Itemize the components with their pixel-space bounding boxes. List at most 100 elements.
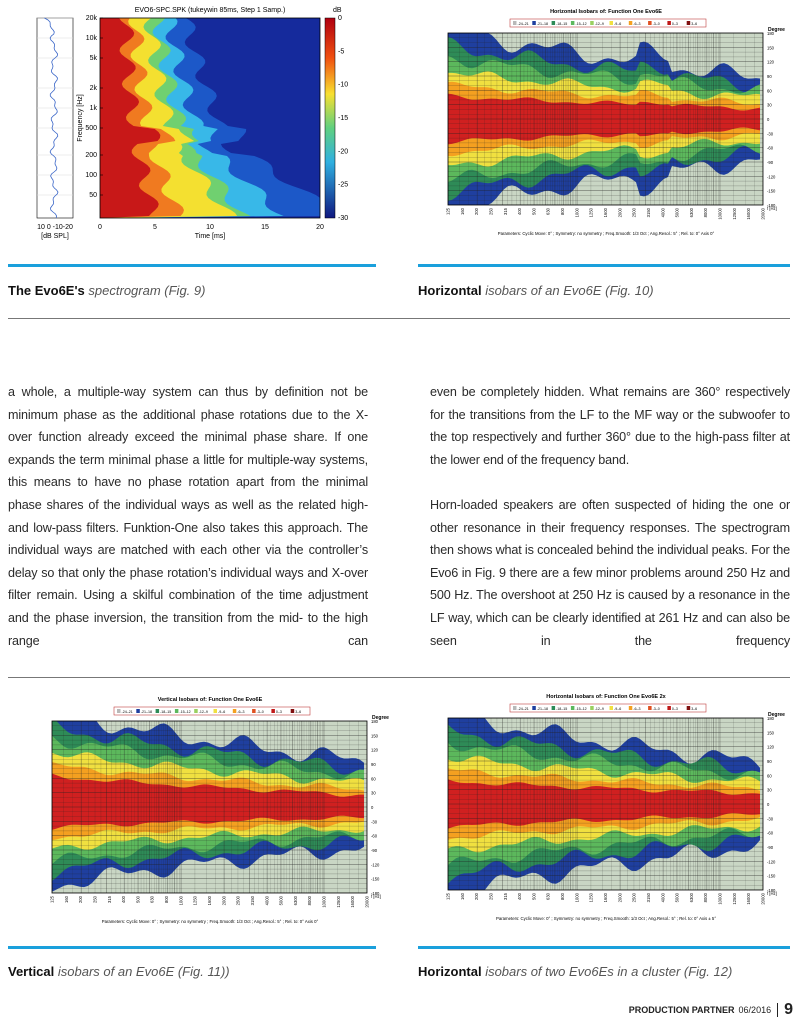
x-tick-label: 6300 — [689, 892, 694, 902]
isobar-chart: Horizontal Isobars of: Function One Evo6… — [446, 694, 786, 921]
x-tick-label: 16000 — [350, 895, 355, 907]
x-tick-label: 250 — [488, 207, 493, 215]
caption-bold: The Evo6E's — [8, 283, 85, 298]
x-tick-label: 12500 — [336, 895, 341, 907]
caption-bold: Horizontal — [418, 283, 482, 298]
isobar-chart: Vertical Isobars of: Function One Evo6E -… — [50, 697, 390, 924]
legend-swatch — [513, 706, 517, 710]
chart-title: Horizontal Isobars of: Function One Evo6… — [546, 694, 666, 700]
legend-swatch — [194, 709, 198, 713]
legend-label: -3–0 — [257, 710, 264, 714]
y-tick-label: 0 — [767, 117, 770, 122]
y-tick-label: 90 — [767, 759, 772, 764]
legend-swatch — [648, 706, 652, 710]
x-tick-label: 2500 — [236, 895, 241, 905]
legend-swatch — [551, 21, 556, 25]
response-panel — [36, 17, 74, 219]
y-axis-label: Degree — [372, 715, 389, 721]
x-tick-label: 5000 — [675, 892, 680, 902]
y-tick-label: -150 — [371, 877, 380, 882]
legend-label: 0–3 — [672, 22, 678, 26]
x-tick-label: 8000 — [703, 207, 708, 217]
x-axis-label: Time [ms] — [195, 233, 226, 240]
y-tick-label: 1k — [90, 105, 98, 112]
y-tick-label: -90 — [767, 160, 774, 165]
spectrogram-image — [100, 18, 320, 218]
response-curve — [44, 17, 59, 219]
x-tick-label: 8000 — [307, 895, 312, 905]
legend-label: -6–3 — [633, 22, 640, 26]
y-axis-label: Degree — [768, 712, 785, 718]
legend-label: -12–9 — [595, 707, 604, 711]
x-tick-label: 400 — [517, 207, 522, 215]
x-tick-label: 200 — [474, 892, 479, 900]
x-tick-label: 200 — [78, 895, 83, 903]
y-tick-label: 30 — [767, 103, 772, 108]
legend-label: -18–15 — [556, 22, 567, 26]
legend-swatch — [513, 21, 517, 25]
x-tick-label: 20 — [316, 224, 324, 231]
legend-swatch — [686, 21, 691, 25]
x-tick-label: 5 — [153, 224, 157, 231]
x-tick-label: 315 — [503, 207, 508, 215]
accent-bar — [418, 264, 790, 267]
x-tick-label: 20000 — [761, 207, 766, 219]
colorbar-tick-label: -20 — [338, 148, 348, 155]
isobar-band — [52, 773, 364, 830]
caption-italic: isobars of two Evo6Es in a cluster (Fig.… — [485, 964, 733, 979]
legend-swatch — [590, 21, 594, 25]
legend-label: 0–3 — [672, 707, 678, 711]
x-tick-label: 400 — [121, 895, 126, 903]
legend-label: -12–9 — [595, 22, 604, 26]
legend-label: -6–3 — [237, 710, 244, 714]
y-tick-label: 200 — [85, 152, 97, 159]
x-tick-label: 125 — [446, 892, 451, 900]
x-tick-label: 20000 — [761, 892, 766, 904]
y-tick-label: 10k — [86, 35, 98, 42]
x-tick-label: 2500 — [632, 892, 637, 902]
legend-box — [509, 18, 707, 28]
x-tick-label: 1600 — [603, 892, 608, 902]
y-tick-label: 150 — [767, 730, 775, 735]
y-tick-label: -120 — [767, 859, 776, 864]
legend-label: -24–21 — [122, 710, 133, 714]
x-tick-label: 500 — [135, 895, 140, 903]
y-tick-label: -150 — [767, 189, 776, 194]
issue: 06/2016 — [738, 1005, 772, 1015]
y-tick-label: 90 — [767, 74, 772, 79]
legend-swatch — [136, 709, 140, 713]
x-tick-label: 160 — [64, 895, 69, 903]
legend-label: -9–6 — [218, 710, 225, 714]
legend-label: -9–6 — [614, 22, 621, 26]
legend-label: -15–12 — [575, 22, 586, 26]
footer: PRODUCTION PARTNER 06/2016 9 — [629, 1001, 793, 1019]
text-column: a whole, a multiple-way system can thus … — [8, 381, 368, 652]
colorbar-tick-label: 0 — [338, 15, 342, 22]
legend-label: -15–12 — [179, 710, 190, 714]
y-tick-label: -60 — [371, 834, 378, 839]
response-unit: [dB SPL] — [41, 233, 69, 240]
x-tick-label: 1000 — [574, 207, 579, 217]
legend-swatch — [570, 706, 575, 710]
y-tick-label: -30 — [371, 819, 378, 824]
y-tick-label: -90 — [767, 845, 774, 850]
legend-swatch — [174, 709, 179, 713]
legend-label: -3–0 — [653, 22, 660, 26]
isobar-image — [448, 33, 763, 205]
paragraph: a whole, a multiple-way system can thus … — [8, 385, 368, 648]
x-tick-label: 4000 — [660, 892, 665, 902]
spectrogram: EVO6-SPC.SPK (tukeywin 85ms, Step 1 Samp… — [36, 7, 348, 240]
y-tick-label: 20k — [86, 15, 98, 22]
legend-swatch — [252, 709, 256, 713]
x-tick-label: 125 — [446, 207, 451, 215]
caption: Horizontal isobars of an Evo6E (Fig. 10) — [418, 283, 654, 298]
x-axis-label: f [Hz] — [371, 894, 381, 899]
caption: Vertical isobars of an Evo6E (Fig. 11)) — [8, 964, 230, 979]
x-tick-label: 6300 — [689, 207, 694, 217]
y-tick-label: -30 — [767, 816, 774, 821]
x-tick-label: 1250 — [193, 895, 198, 905]
y-tick-label: 30 — [371, 791, 376, 796]
x-tick-label: 1250 — [589, 207, 594, 217]
x-tick-label: 1250 — [589, 892, 594, 902]
y-tick-label: 60 — [767, 88, 772, 93]
